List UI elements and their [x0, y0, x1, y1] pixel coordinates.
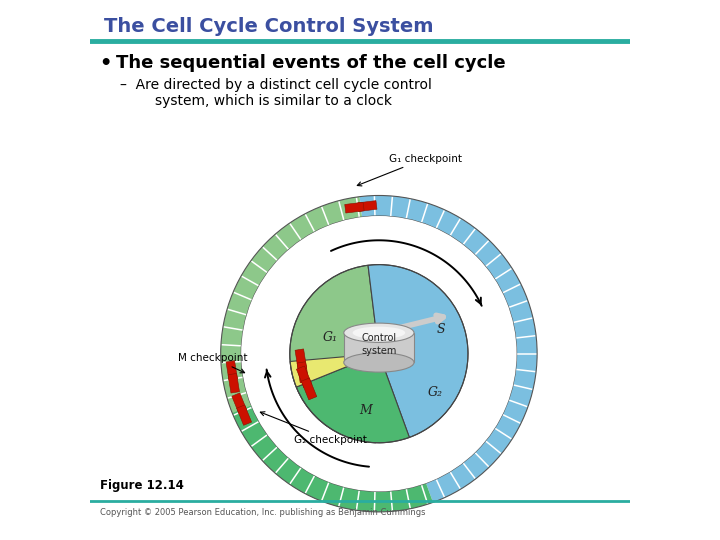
Text: –  Are directed by a distinct cell cycle control
        system, which is simila: – Are directed by a distinct cell cycle … — [120, 78, 431, 109]
Text: G₂: G₂ — [428, 386, 443, 399]
Polygon shape — [233, 406, 433, 512]
Polygon shape — [359, 195, 537, 502]
Polygon shape — [297, 366, 312, 388]
Wedge shape — [297, 354, 410, 443]
Polygon shape — [221, 366, 251, 413]
Polygon shape — [228, 374, 240, 393]
Ellipse shape — [344, 353, 414, 372]
Polygon shape — [358, 201, 377, 212]
FancyBboxPatch shape — [344, 333, 414, 362]
Text: •: • — [99, 54, 112, 73]
Polygon shape — [345, 202, 364, 213]
Polygon shape — [237, 405, 251, 426]
Text: M: M — [359, 404, 372, 417]
Text: G₂ checkpoint: G₂ checkpoint — [261, 412, 367, 445]
Wedge shape — [290, 354, 379, 387]
Text: M checkpoint: M checkpoint — [178, 353, 248, 373]
Text: Control
system: Control system — [361, 334, 397, 356]
Polygon shape — [297, 362, 309, 383]
Wedge shape — [241, 216, 517, 491]
Ellipse shape — [353, 327, 405, 339]
Polygon shape — [232, 393, 247, 413]
Text: S: S — [437, 323, 445, 336]
Polygon shape — [295, 349, 307, 370]
Text: The sequential events of the cell cycle: The sequential events of the cell cycle — [116, 54, 505, 72]
Text: Copyright © 2005 Pearson Education, Inc. publishing as Benjamin Cummings: Copyright © 2005 Pearson Education, Inc.… — [99, 508, 426, 517]
Wedge shape — [368, 265, 468, 437]
Text: G₁ checkpoint: G₁ checkpoint — [357, 153, 462, 186]
Text: Figure 12.14: Figure 12.14 — [99, 479, 184, 492]
Wedge shape — [290, 265, 379, 443]
Polygon shape — [301, 378, 317, 400]
Ellipse shape — [344, 323, 414, 342]
Text: The Cell Cycle Control System: The Cell Cycle Control System — [104, 17, 433, 36]
Polygon shape — [226, 361, 238, 380]
Text: G₁: G₁ — [323, 331, 338, 344]
Polygon shape — [221, 197, 374, 512]
